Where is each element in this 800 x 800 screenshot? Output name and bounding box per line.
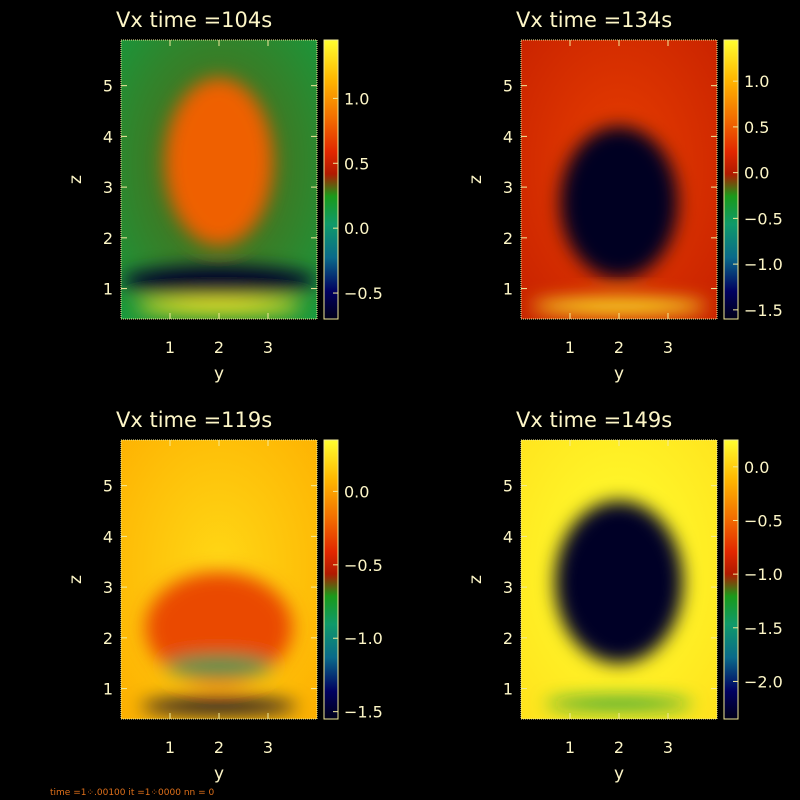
x-tick-label: 1 bbox=[565, 338, 575, 357]
y-axis-label: z bbox=[466, 175, 486, 184]
y-tick-label: 5 bbox=[103, 477, 113, 496]
x-tick-label: 2 bbox=[614, 738, 624, 757]
panel-1: Vx time =104s 1 2 3 1 2 3 4 5 y z −0.5 0.0 0.5 1.0 bbox=[66, 8, 383, 384]
y-tick-label: 2 bbox=[103, 629, 113, 648]
colorbar-tick-label: −0.5 bbox=[744, 209, 783, 228]
panel-title: Vx time =149s bbox=[516, 408, 672, 432]
field-blob bbox=[145, 571, 293, 684]
heatmap-field bbox=[521, 440, 717, 719]
colorbar-frame bbox=[323, 439, 339, 720]
y-tick-label: 3 bbox=[503, 178, 513, 197]
x-tick-label: 3 bbox=[263, 338, 273, 357]
colorbar-tick-label: −0.5 bbox=[344, 284, 383, 303]
colorbar-tick-label: −0.5 bbox=[744, 511, 783, 530]
colorbar-tick-label: −1.0 bbox=[344, 629, 383, 648]
panel-title: Vx time =104s bbox=[116, 8, 272, 32]
y-axis-label: z bbox=[66, 575, 86, 584]
colorbar-tick-label: −2.0 bbox=[744, 672, 783, 691]
x-axis-label: y bbox=[614, 364, 624, 384]
y-tick-label: 4 bbox=[103, 527, 113, 546]
field-blob bbox=[555, 500, 683, 664]
field-band bbox=[140, 698, 298, 714]
field-band bbox=[545, 697, 693, 710]
x-tick-label: 1 bbox=[165, 738, 175, 757]
x-tick-label: 2 bbox=[614, 338, 624, 357]
colorbar-tick-label: 0.0 bbox=[744, 164, 769, 183]
y-tick-label: 1 bbox=[503, 680, 513, 699]
field-band bbox=[135, 298, 303, 314]
y-axis-label: z bbox=[466, 575, 486, 584]
field-blob bbox=[165, 78, 273, 246]
y-tick-label: 1 bbox=[103, 280, 113, 299]
x-tick-label: 1 bbox=[565, 738, 575, 757]
colorbar-tick-label: 0.5 bbox=[744, 118, 769, 137]
colorbar bbox=[324, 440, 338, 719]
colorbar-frame bbox=[323, 39, 339, 320]
field-band bbox=[530, 298, 708, 314]
field-blob bbox=[560, 126, 678, 279]
x-tick-label: 3 bbox=[663, 338, 673, 357]
y-tick-label: 3 bbox=[503, 578, 513, 597]
colorbar-tick-label: 0.0 bbox=[344, 482, 369, 501]
panel-title: Vx time =119s bbox=[116, 408, 272, 432]
x-tick-label: 2 bbox=[214, 738, 224, 757]
heatmap-field bbox=[521, 40, 717, 319]
y-tick-label: 5 bbox=[503, 77, 513, 96]
colorbar-tick-label: −1.0 bbox=[744, 255, 783, 274]
panel-4: Vx time =149s 1 2 3 1 2 3 4 5 y z −2.0 −1.5 −1.0 −0.5 0… bbox=[466, 408, 783, 784]
panel-title: Vx time =134s bbox=[516, 8, 672, 32]
y-tick-label: 2 bbox=[503, 229, 513, 248]
x-axis-label: y bbox=[614, 764, 624, 784]
y-tick-label: 2 bbox=[103, 229, 113, 248]
colorbar-tick-label: 0.0 bbox=[344, 219, 369, 238]
colorbar-tick-label: 0.5 bbox=[344, 154, 369, 173]
y-tick-label: 1 bbox=[503, 280, 513, 299]
colorbar-tick-label: 1.0 bbox=[344, 89, 369, 108]
field-band bbox=[165, 655, 273, 676]
field-band bbox=[121, 265, 317, 297]
y-tick-label: 4 bbox=[103, 127, 113, 146]
y-axis-label: z bbox=[66, 175, 86, 184]
colorbar-frame bbox=[723, 39, 739, 320]
y-tick-label: 2 bbox=[503, 629, 513, 648]
y-tick-label: 3 bbox=[103, 578, 113, 597]
x-tick-label: 3 bbox=[663, 738, 673, 757]
panel-3: Vx time =119s 1 2 3 1 2 3 4 5 y z −1.5 −1.0 −0.5 0.0 bbox=[66, 408, 383, 784]
x-tick-label: 2 bbox=[214, 338, 224, 357]
x-axis-label: y bbox=[214, 764, 224, 784]
panel-2: Vx time =134s 1 2 3 1 2 3 4 5 y z −1.5 −1.0 −0.5 0.0 0.… bbox=[466, 8, 783, 384]
x-tick-label: 3 bbox=[263, 738, 273, 757]
y-tick-label: 4 bbox=[503, 527, 513, 546]
colorbar bbox=[724, 440, 738, 719]
colorbar-tick-label: −1.0 bbox=[744, 565, 783, 584]
y-tick-label: 5 bbox=[503, 477, 513, 496]
y-tick-label: 4 bbox=[503, 127, 513, 146]
x-axis-label: y bbox=[214, 364, 224, 384]
colorbar-frame bbox=[723, 439, 739, 720]
colorbar bbox=[324, 40, 338, 319]
status-line: time =1⁘.00100 it =1⁘0000 nn = 0 bbox=[50, 788, 215, 798]
y-tick-label: 5 bbox=[103, 77, 113, 96]
colorbar-tick-label: −1.5 bbox=[744, 619, 783, 638]
y-tick-label: 3 bbox=[103, 178, 113, 197]
colorbar-tick-label: 0.0 bbox=[744, 458, 769, 477]
colorbar-tick-label: −1.5 bbox=[344, 703, 383, 722]
y-tick-label: 1 bbox=[103, 680, 113, 699]
colorbar bbox=[724, 40, 738, 319]
x-tick-label: 1 bbox=[165, 338, 175, 357]
colorbar-tick-label: 1.0 bbox=[744, 72, 769, 91]
colorbar-tick-label: −1.5 bbox=[744, 301, 783, 320]
colorbar-tick-label: −0.5 bbox=[344, 556, 383, 575]
heatmap-field bbox=[121, 440, 317, 719]
heatmap-field bbox=[121, 40, 317, 319]
